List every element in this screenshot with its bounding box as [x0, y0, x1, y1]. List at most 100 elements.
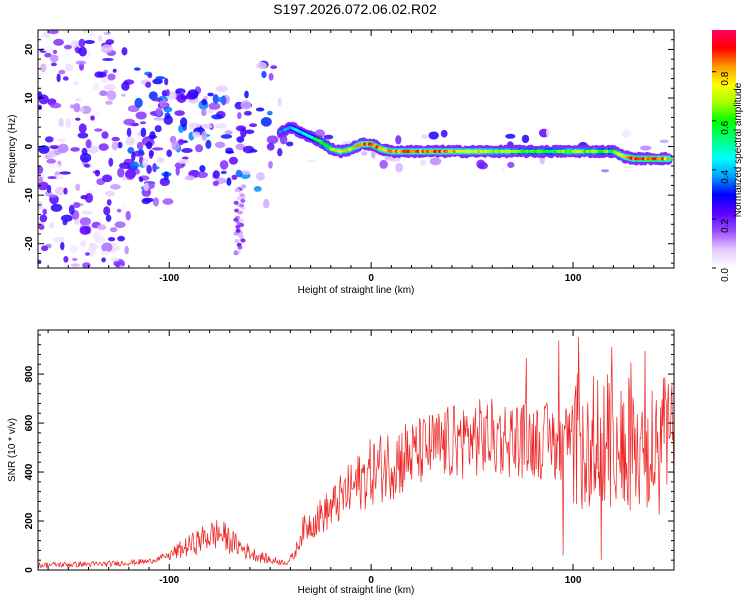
spectrogram-cell — [52, 49, 58, 55]
spectrogram-cell — [46, 158, 56, 164]
spectrogram-cell — [153, 117, 165, 121]
spectrogram-cell — [220, 134, 233, 139]
spectrogram-frame — [37, 29, 675, 269]
spectrogram-cell — [244, 110, 252, 116]
spectrogram-cell — [121, 47, 128, 56]
spectrogram-cell — [63, 44, 72, 50]
spectrogram-cell — [139, 176, 144, 183]
spectrogram-cell — [77, 132, 89, 139]
spectrogram-cell — [62, 52, 71, 58]
spectrogram-cell — [116, 208, 122, 213]
spectrogram-cell — [212, 180, 219, 187]
spectrogram-cell — [236, 136, 245, 143]
spectrogram-cell — [201, 130, 207, 141]
spectrogram-cell — [219, 160, 229, 170]
spectrogram-cell — [199, 165, 206, 173]
spectrogram-cell — [240, 195, 246, 200]
spectrogram-cell — [112, 68, 117, 73]
spectrogram-cell — [102, 174, 113, 183]
spectrogram-cell — [100, 77, 110, 84]
spectrogram-cell — [126, 127, 132, 137]
y-tick-label: 600 — [24, 414, 35, 431]
spectrogram-cell — [84, 193, 94, 203]
spectrogram-cell — [123, 118, 136, 126]
spectrogram-cell — [255, 107, 265, 112]
spectrogram-cell — [180, 117, 188, 128]
spectrogram-cell — [101, 257, 106, 263]
spectrogram-cell — [177, 138, 185, 146]
spectrogram-cell — [101, 242, 113, 253]
spectrogram-cell — [152, 197, 159, 207]
spectrogram-cell — [58, 69, 66, 75]
spectrogram-cell — [181, 148, 193, 153]
spectrogram-cell — [171, 140, 181, 151]
spectrogram-cell — [57, 143, 69, 154]
spectrogram-y-label: Frequency (Hz) — [7, 115, 18, 184]
spectrogram-cell — [141, 188, 152, 197]
spectrogram-cell — [145, 81, 152, 88]
spectrogram-cell — [73, 81, 79, 86]
spectrogram-cell — [212, 170, 220, 179]
spectrogram-cell — [241, 170, 251, 175]
spectrogram-cell — [72, 202, 81, 209]
spectrogram-cell — [184, 175, 196, 181]
spectrogram-cell — [154, 125, 162, 133]
spectrogram-cell — [152, 78, 163, 85]
spectrogram-cell — [201, 98, 208, 106]
spectrogram-cell — [39, 214, 48, 223]
spectrogram-cell — [38, 181, 49, 191]
spectrogram-cell — [161, 103, 169, 108]
spectrogram-cell — [215, 85, 228, 93]
snr-series-line — [38, 337, 674, 569]
snr-y-label: SNR (10 * v/v) — [7, 418, 18, 482]
spectrogram-cell — [82, 262, 91, 268]
spectrogram-cell — [103, 31, 112, 36]
spectrogram-cell — [140, 127, 147, 138]
spectrogram-cell — [239, 218, 245, 223]
spectrogram-cell — [47, 176, 57, 180]
spectrogram-cell — [80, 240, 87, 247]
figure-title: S197.2026.072.06.02.R02 — [273, 1, 437, 17]
spectrogram-cell — [500, 166, 506, 174]
spectrogram-cell — [176, 93, 187, 103]
spectrogram-cell — [277, 97, 282, 107]
spectrogram-cell — [196, 171, 208, 179]
spectrogram-cell — [60, 241, 65, 251]
spectrogram-cell — [78, 123, 87, 133]
spectrogram-cell — [56, 73, 61, 83]
spectrogram-cell — [155, 107, 163, 117]
spectrogram-cell — [75, 60, 87, 65]
spectrogram-cell — [177, 159, 189, 164]
spectrogram-cell — [256, 171, 265, 181]
spectrogram-cell — [63, 256, 69, 263]
spectrogram-cell — [323, 134, 334, 140]
spectrogram-cell — [286, 141, 294, 147]
spectrogram-cell — [207, 92, 214, 97]
snr-x-ticks: -100 0 100 — [47, 330, 675, 586]
spectrogram-cell — [185, 92, 198, 100]
spectrogram-cell — [38, 176, 43, 184]
spectrogram-cell — [108, 237, 116, 242]
spectrogram-cell — [38, 259, 42, 264]
spectrogram-cell — [120, 93, 126, 97]
spectrogram-cell — [253, 186, 262, 192]
spectrogram-cell — [640, 145, 652, 151]
spectrogram-cell — [48, 194, 57, 198]
spectrogram-cell — [224, 130, 233, 135]
x-tick-label: 0 — [368, 575, 374, 586]
spectrogram-cell — [125, 169, 136, 179]
spectrogram-cell — [361, 151, 368, 156]
spectrogram-cell — [65, 118, 72, 129]
x-tick-label: 100 — [565, 575, 582, 586]
spectrogram-cell — [49, 54, 59, 63]
spectrogram-cell — [228, 156, 238, 165]
spectrogram-cell — [440, 129, 448, 138]
spectrogram-cell — [78, 38, 86, 48]
spectrogram-cell — [111, 141, 119, 151]
spectrogram-cell — [48, 30, 59, 35]
spectrogram-cell — [83, 163, 91, 168]
spectrogram-cell — [79, 107, 85, 113]
spectrogram-cell — [94, 71, 104, 78]
spectrogram-cell — [163, 171, 169, 181]
spectrogram-cell — [155, 76, 166, 80]
